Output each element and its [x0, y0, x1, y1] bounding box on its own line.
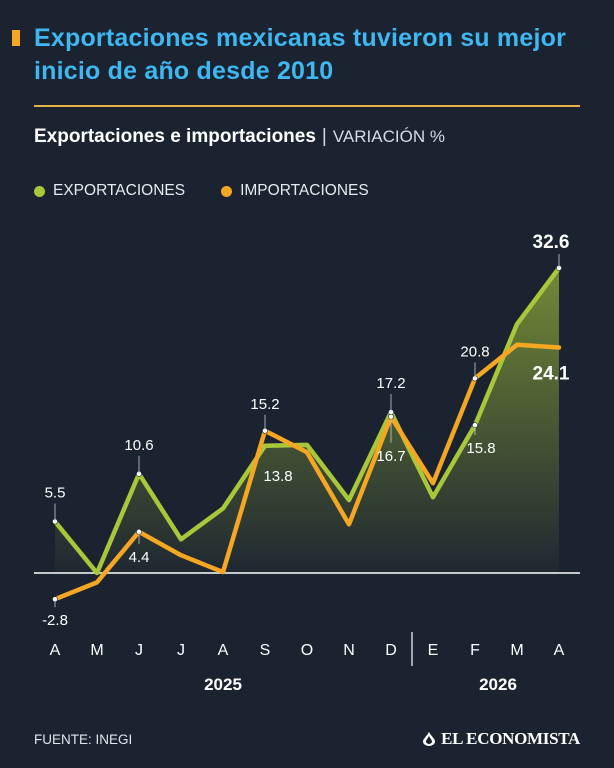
line-chart: 5.5 10.6 17.2 15.8 32.6 -2.8 4.4 15.2 16.7 20.8 24…: [34, 232, 580, 694]
exportaciones-label-2: 10.6: [124, 437, 153, 454]
x-tick-label-0: A: [50, 642, 61, 659]
legend-dot-importaciones: [221, 185, 233, 197]
x-tick-label-6: O: [301, 642, 313, 659]
x-tick-label-10: F: [470, 642, 480, 659]
subtitle-separator: |: [321, 126, 327, 147]
title-marker: [12, 30, 20, 46]
x-tick-label-11: M: [510, 642, 523, 659]
subtitle-unit: VARIACIÓN %: [332, 127, 445, 146]
exportaciones-label-0: 5.5: [45, 485, 66, 502]
subtitle-main: Exportaciones e importaciones: [34, 126, 316, 147]
source-note: FUENTE: INEGI: [34, 732, 133, 747]
x-tick-label-2: J: [135, 642, 143, 659]
x-tick-label-4: A: [218, 642, 229, 659]
x-tick-label-5: S: [260, 642, 271, 659]
importaciones-label-10: 20.8: [460, 343, 489, 360]
legend-label-importaciones: IMPORTACIONES: [240, 182, 369, 199]
legend-dot-exportaciones: [34, 185, 45, 197]
importaciones-label-2: 4.4: [129, 549, 150, 566]
x-tick-label-12: A: [554, 642, 565, 659]
exportaciones-label-8: 17.2: [376, 375, 405, 392]
x-tick-label-9: E: [428, 642, 439, 659]
exportaciones-area: [55, 268, 559, 573]
page-title: Exportaciones mexicanas tuvieron su mejo…: [34, 24, 567, 85]
legend-label-exportaciones: EXPORTACIONES: [53, 182, 186, 199]
brand-logo: EL ECONOMISTA: [423, 729, 580, 749]
legend-item-exportaciones: EXPORTACIONES: [34, 182, 185, 200]
importaciones-label-5: 15.2: [250, 396, 279, 413]
year-label-2026: 2026: [479, 675, 517, 694]
importaciones-label-12: 24.1: [533, 364, 570, 385]
x-tick-label-1: M: [90, 642, 103, 659]
legend-item-importaciones: IMPORTACIONES: [221, 182, 369, 200]
legend: EXPORTACIONES IMPORTACIONES: [34, 182, 369, 200]
year-label-2025: 2025: [204, 675, 242, 694]
title-divider: [34, 105, 580, 107]
title-block: Exportaciones mexicanas tuvieron su mejo…: [12, 22, 582, 88]
x-tick-label-7: N: [343, 642, 355, 659]
brand-name: EL ECONOMISTA: [441, 729, 580, 748]
x-tick-label-8: D: [385, 642, 397, 659]
extra-label-0: 13.8: [263, 468, 292, 485]
exportaciones-label-12: 32.6: [533, 232, 570, 253]
drop-icon: [423, 732, 436, 746]
x-tick-label-3: J: [177, 642, 185, 659]
exportaciones-label-10: 15.8: [466, 440, 495, 457]
importaciones-label-0: -2.8: [42, 612, 68, 629]
chart-subtitle: Exportaciones e importaciones | VARIACIÓN …: [34, 126, 445, 148]
importaciones-label-8: 16.7: [376, 448, 405, 465]
